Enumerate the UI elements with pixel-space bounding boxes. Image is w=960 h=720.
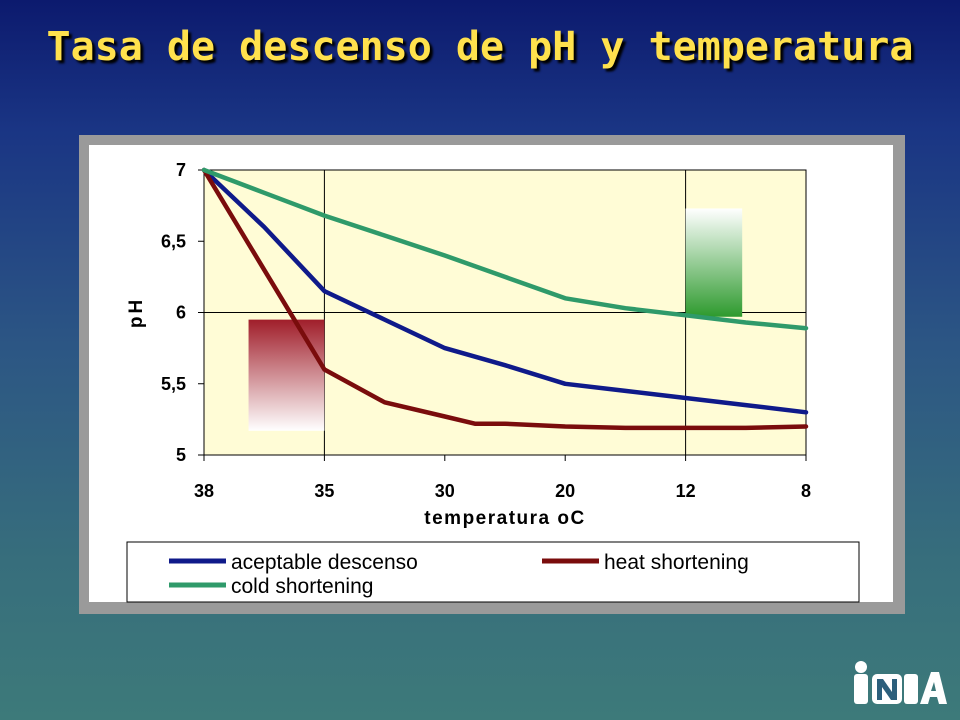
y-axis-title: pH xyxy=(126,297,147,328)
x-tick-label: 12 xyxy=(676,481,696,501)
legend-label: cold shortening xyxy=(231,575,373,598)
x-tick-label: 38 xyxy=(194,481,214,501)
x-tick-label: 35 xyxy=(314,481,334,501)
heat-zone-box xyxy=(248,319,325,431)
y-tick-label: 6,5 xyxy=(161,231,186,251)
legend-label: aceptable descenso xyxy=(231,551,418,574)
inia-logo xyxy=(854,661,947,704)
cold-zone-box xyxy=(685,208,743,317)
legend-box xyxy=(126,541,860,603)
series-line-cold xyxy=(201,167,809,331)
series-line-heat xyxy=(201,167,809,431)
x-tick-label: 8 xyxy=(801,481,811,501)
x-axis-title: temperatura oC xyxy=(424,508,585,529)
x-tick-label: 20 xyxy=(555,481,575,501)
y-tick-label: 7 xyxy=(176,160,186,180)
y-tick-label: 5,5 xyxy=(161,374,186,394)
slide-title: Tasa de descenso de pH y temperatura xyxy=(46,24,914,70)
series-line-aceptable xyxy=(201,167,809,415)
x-tick-label: 30 xyxy=(435,481,455,501)
y-tick-label: 6 xyxy=(176,303,186,323)
y-tick-label: 5 xyxy=(176,445,186,465)
legend-label: heat shortening xyxy=(604,551,749,574)
ph-temperature-chart: 5 5,5 6 6,5 7 38 35 30 20 12 8 temperatura oC pH acep… xyxy=(126,160,860,603)
